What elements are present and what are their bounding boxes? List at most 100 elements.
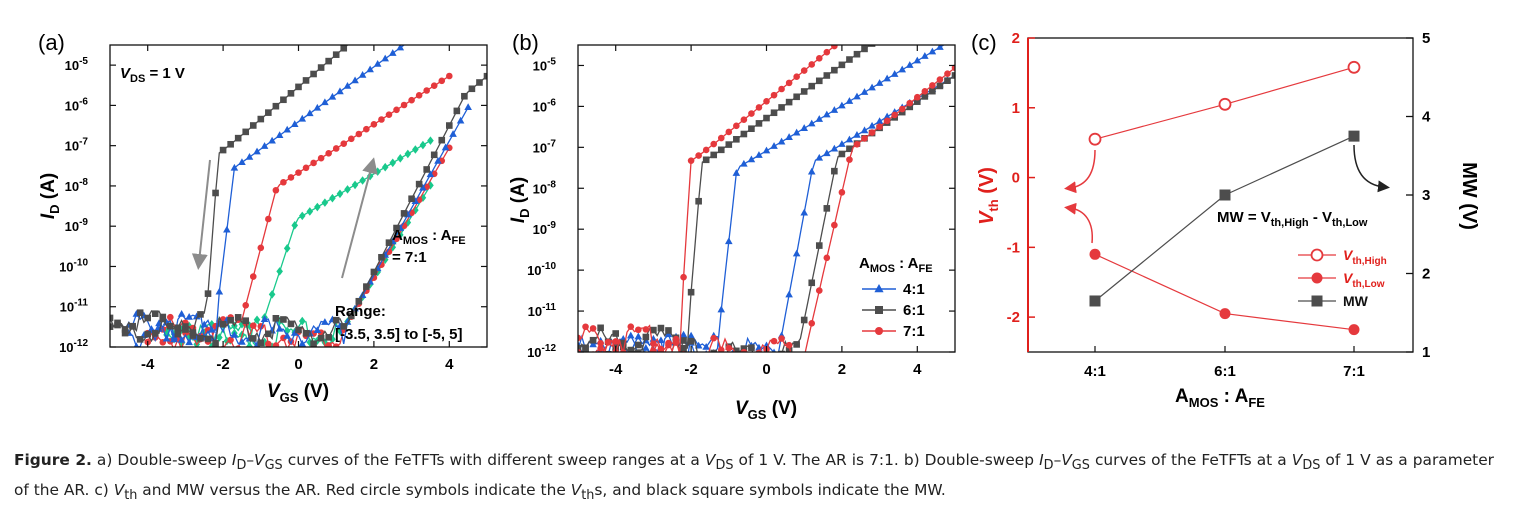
panel-c-data-point	[1089, 248, 1101, 260]
panel-b-data-point	[590, 354, 597, 361]
panel-a-label: (a)	[38, 30, 65, 55]
panel-b-data-point	[951, 34, 959, 41]
panel-b-data-point	[899, 19, 906, 26]
panel-b-ytick-label: 10-9	[533, 220, 557, 237]
mw-axis-arrow	[1353, 144, 1390, 193]
panel-b-data-point	[951, 72, 955, 79]
panel-b-data-point	[906, 14, 913, 21]
panel-b-legend-title: AMOS : AFE	[859, 255, 933, 275]
panel-c-legend: Vth,High Vth,Low MW	[1298, 247, 1387, 309]
panel-c-data-point	[1218, 97, 1232, 111]
panel-b-data-point	[884, 0, 891, 6]
panel-b-legend: AMOS : AFE 4:1 6:1 7:1	[859, 255, 933, 340]
panel-c-label: (c)	[971, 30, 997, 55]
panel-c-xtick-label: 6:1	[1214, 363, 1236, 380]
panel-b-ylabel: ID (A)	[508, 177, 532, 223]
panel-a-ytick-label: 10-6	[65, 96, 89, 113]
legend-label: 4:1	[903, 281, 925, 298]
panel-b-series-line	[578, 45, 872, 352]
panel-b-ytick-label: 10-8	[533, 179, 557, 196]
panel-a-range-value: [-3.5, 3.5] to [-5, 5]	[335, 326, 463, 343]
panel-a-data-point	[464, 103, 472, 111]
panel-a-series-line	[128, 107, 469, 347]
panel-b-ytick-label: 10-6	[533, 97, 557, 114]
panel-c-right-tick-label: 3	[1422, 187, 1430, 204]
panel-a-ar-annotation: AMOS : AFE	[392, 227, 466, 247]
panel-b-ytick-label: 10-7	[533, 138, 557, 155]
panel-a-data-point	[412, 33, 420, 40]
panel-b-data-point	[778, 350, 785, 352]
panel-b-data-point	[922, 3, 929, 10]
panel-a-data-point	[404, 38, 412, 45]
panel-a-series-line	[110, 45, 349, 336]
panel-b-data-point	[793, 358, 800, 365]
panel-b-data-point	[846, 30, 853, 37]
panel-c-left-tick-label: 0	[1012, 170, 1020, 187]
panel-b-data-point	[861, 18, 868, 25]
panel-a-data-point	[371, 19, 378, 26]
panel-a-data-point	[363, 26, 370, 33]
panel-a-series-2	[125, 16, 472, 347]
panel-b-data-point	[665, 358, 673, 365]
panel-a-data-point	[378, 13, 385, 20]
panel-b-data-point	[635, 358, 642, 365]
panel-b-data-point	[839, 37, 846, 44]
panel-a-data-point	[434, 16, 442, 23]
panel-a: (a) -4 -2 0 2 4 10-12 10-11 10-10 10-9 10-8 10-7 10…	[38, 13, 488, 405]
panel-b-ytick-label: 10-12	[527, 343, 556, 360]
panel-b-xtick-label: -4	[609, 361, 623, 378]
panel-b-data-point	[665, 361, 672, 368]
panel-c-legend-label: Vth,Low	[1343, 270, 1385, 290]
panel-b-data-point	[801, 354, 808, 361]
panel-a-ytick-label: 10-12	[59, 338, 88, 355]
panel-c-series-1	[1089, 248, 1360, 336]
panel-c-right-tick-label: 1	[1422, 344, 1430, 361]
panel-a-ytick-label: 10-11	[60, 298, 89, 315]
panel-b-data-point	[597, 353, 604, 360]
panel-c-legend-marker	[1310, 248, 1324, 262]
panel-a-vds-annotation: VDS = 1 V	[120, 65, 185, 85]
panel-b-data-point	[620, 353, 627, 360]
panel-b-data-point	[854, 24, 861, 31]
legend-label: 6:1	[903, 302, 925, 319]
panel-c-data-point	[1348, 324, 1360, 336]
panel-b-data-point	[703, 361, 710, 368]
panel-a-xtick-label: 2	[370, 356, 378, 373]
panel-b-data-point	[869, 12, 876, 19]
panel-b-data-point	[748, 360, 755, 367]
panel-b-data-point	[695, 353, 703, 360]
panel-b-series-0	[578, 34, 959, 365]
panel-b-data-point	[914, 8, 921, 15]
panel-c-data-point	[1348, 130, 1360, 142]
panel-a-xlabel: VGS (V)	[267, 381, 329, 405]
panel-b-data-point	[876, 6, 883, 13]
vth-high-axis-arrow	[1064, 149, 1096, 194]
panel-b-ytick-label: 10-5	[533, 56, 557, 73]
panel-b-data-point	[771, 354, 778, 361]
panel-b-data-point	[740, 348, 748, 352]
panel-a-ytick-label: 10-8	[65, 177, 89, 194]
panel-c-right-tick-label: 2	[1422, 266, 1430, 283]
panel-c-data-point	[1089, 295, 1101, 307]
panel-c-right-ylabel: MW (V)	[1458, 162, 1480, 230]
panel-c-series-2	[1089, 130, 1360, 307]
panel-c-formula: MW = Vth,High - Vth,Low	[1217, 209, 1368, 229]
panel-b-data-point	[589, 354, 597, 361]
panel-b-data-point	[756, 357, 763, 364]
panel-b-data-point	[672, 353, 680, 360]
panel-b-data-point	[627, 346, 635, 352]
legend-label: 7:1	[903, 323, 925, 340]
panel-c-data-point	[1088, 132, 1102, 146]
panel-b-data-point	[627, 356, 634, 363]
panel-b-xtick-label: 0	[762, 361, 770, 378]
panel-b-ytick-label: 10-11	[528, 302, 557, 319]
panel-b-data-point	[831, 45, 838, 50]
panel-c-right-tick-label: 5	[1422, 30, 1430, 47]
panel-b-data-point	[703, 357, 710, 364]
panel-b-series-line	[578, 67, 955, 352]
panel-b-data-point	[657, 351, 665, 352]
panel-a-range-title: Range:	[335, 303, 386, 320]
panel-a-ytick-label: 10-5	[65, 56, 89, 73]
panel-a-data-point	[260, 315, 269, 322]
panel-a-series-line	[128, 45, 406, 343]
